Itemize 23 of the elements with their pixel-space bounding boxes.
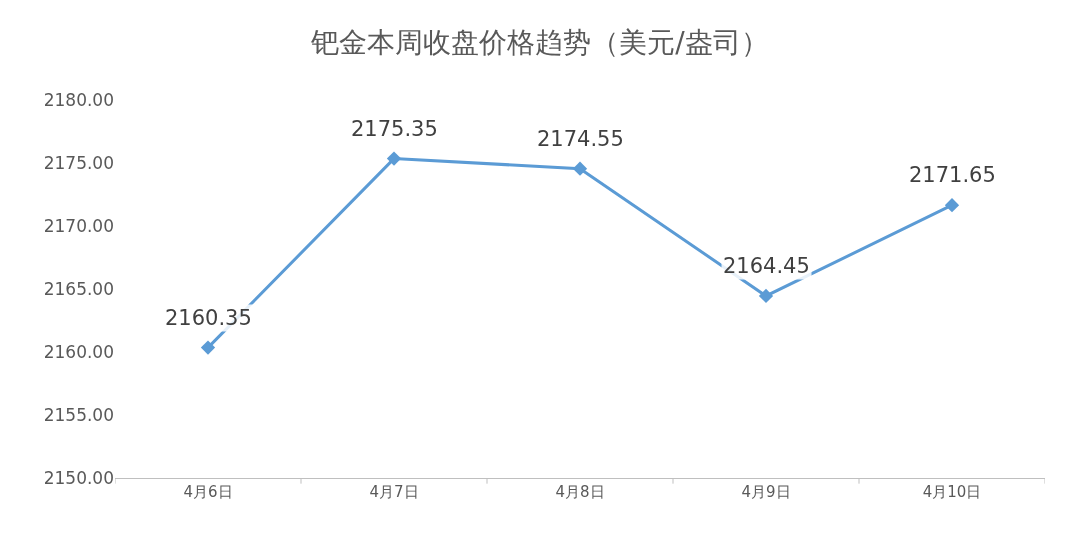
point xyxy=(944,198,960,213)
data-label: 2160.35 xyxy=(165,306,252,330)
x-tick-label: 4月9日 xyxy=(741,483,791,501)
x-tick-label: 4月8日 xyxy=(555,483,605,501)
point xyxy=(758,288,774,304)
data-label: 2174.55 xyxy=(537,127,624,151)
point xyxy=(572,161,588,176)
chart-title: 钯金本周收盘价格趋势（美元/盎司） xyxy=(310,26,769,60)
y-tick-label: 2180.00 xyxy=(43,89,114,110)
x-tick-label: 4月10日 xyxy=(922,483,982,501)
y-tick-label: 2160.00 xyxy=(43,341,114,362)
x-tick-label: 4月6日 xyxy=(183,483,233,501)
y-tick-label: 2175.00 xyxy=(43,152,114,173)
point xyxy=(386,151,402,166)
y-tick-label: 2155.00 xyxy=(43,404,114,425)
y-tick-label: 2150.00 xyxy=(43,467,114,488)
x-tick-label: 4月7日 xyxy=(369,483,419,501)
data-label: 2175.35 xyxy=(351,117,438,141)
point xyxy=(200,340,216,355)
data-label: 2164.45 xyxy=(723,254,810,278)
y-tick-label: 2170.00 xyxy=(43,215,114,236)
y-tick-label: 2165.00 xyxy=(43,278,114,299)
data-label: 2171.65 xyxy=(909,163,996,187)
